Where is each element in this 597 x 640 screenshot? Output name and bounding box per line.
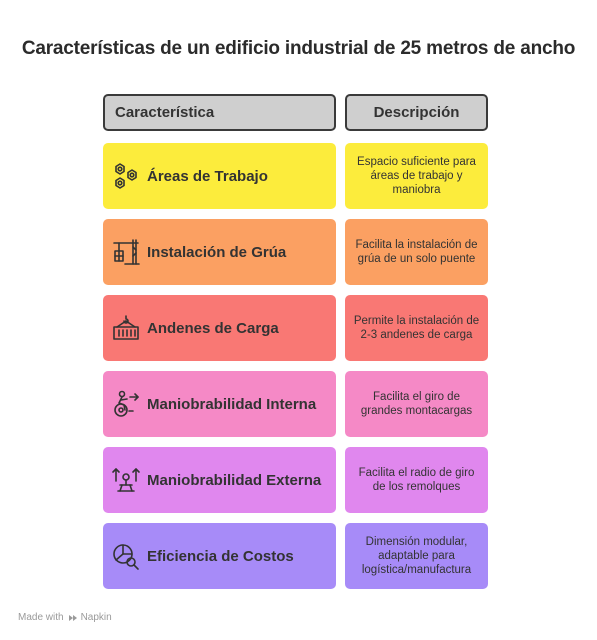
- description-cell: Dimensión modular, adaptable para logíst…: [345, 523, 488, 589]
- feature-instalacion-de-grua: Instalación de Grúa: [103, 219, 336, 285]
- feature-label: Maniobrabilidad Externa: [147, 471, 322, 489]
- feature-label: Eficiencia de Costos: [147, 547, 294, 565]
- gears-icon: [111, 161, 141, 191]
- napkin-logo-icon: [68, 613, 78, 623]
- description-cell: Facilita el giro de grandes montacargas: [345, 371, 488, 437]
- feature-maniobrabilidad-interna: Maniobrabilidad Interna: [103, 371, 336, 437]
- header-descripcion: Descripción: [345, 94, 488, 131]
- container-icon: [111, 313, 141, 343]
- feature-label: Maniobrabilidad Interna: [147, 395, 317, 413]
- description-cell: Facilita la instalación de grúa de un so…: [345, 219, 488, 285]
- feature-andenes-de-carga: Andenes de Carga: [103, 295, 336, 361]
- person-wheel-icon: [111, 389, 141, 419]
- crane-icon: [111, 237, 141, 267]
- description-cell: Espacio suficiente para áreas de trabajo…: [345, 143, 488, 209]
- description-cell: Permite la instalación de 2-3 andenes de…: [345, 295, 488, 361]
- made-with-napkin-footer[interactable]: Made with Napkin: [18, 612, 112, 623]
- description-cell: Facilita el radio de giro de los remolqu…: [345, 447, 488, 513]
- maneuver-arrows-icon: [111, 465, 141, 495]
- diagram-title: Características de un edificio industria…: [21, 38, 576, 59]
- napkin-brand-text: Napkin: [80, 612, 112, 623]
- pie-magnifier-icon: [111, 541, 141, 571]
- feature-label: Instalación de Grúa: [147, 243, 287, 261]
- made-with-text: Made with: [18, 612, 64, 623]
- feature-label: Andenes de Carga: [147, 319, 279, 337]
- feature-label: Áreas de Trabajo: [147, 167, 268, 185]
- feature-maniobrabilidad-externa: Maniobrabilidad Externa: [103, 447, 336, 513]
- feature-eficiencia-de-costos: Eficiencia de Costos: [103, 523, 336, 589]
- feature-areas-de-trabajo: Áreas de Trabajo: [103, 143, 336, 209]
- header-caracteristica: Característica: [103, 94, 336, 131]
